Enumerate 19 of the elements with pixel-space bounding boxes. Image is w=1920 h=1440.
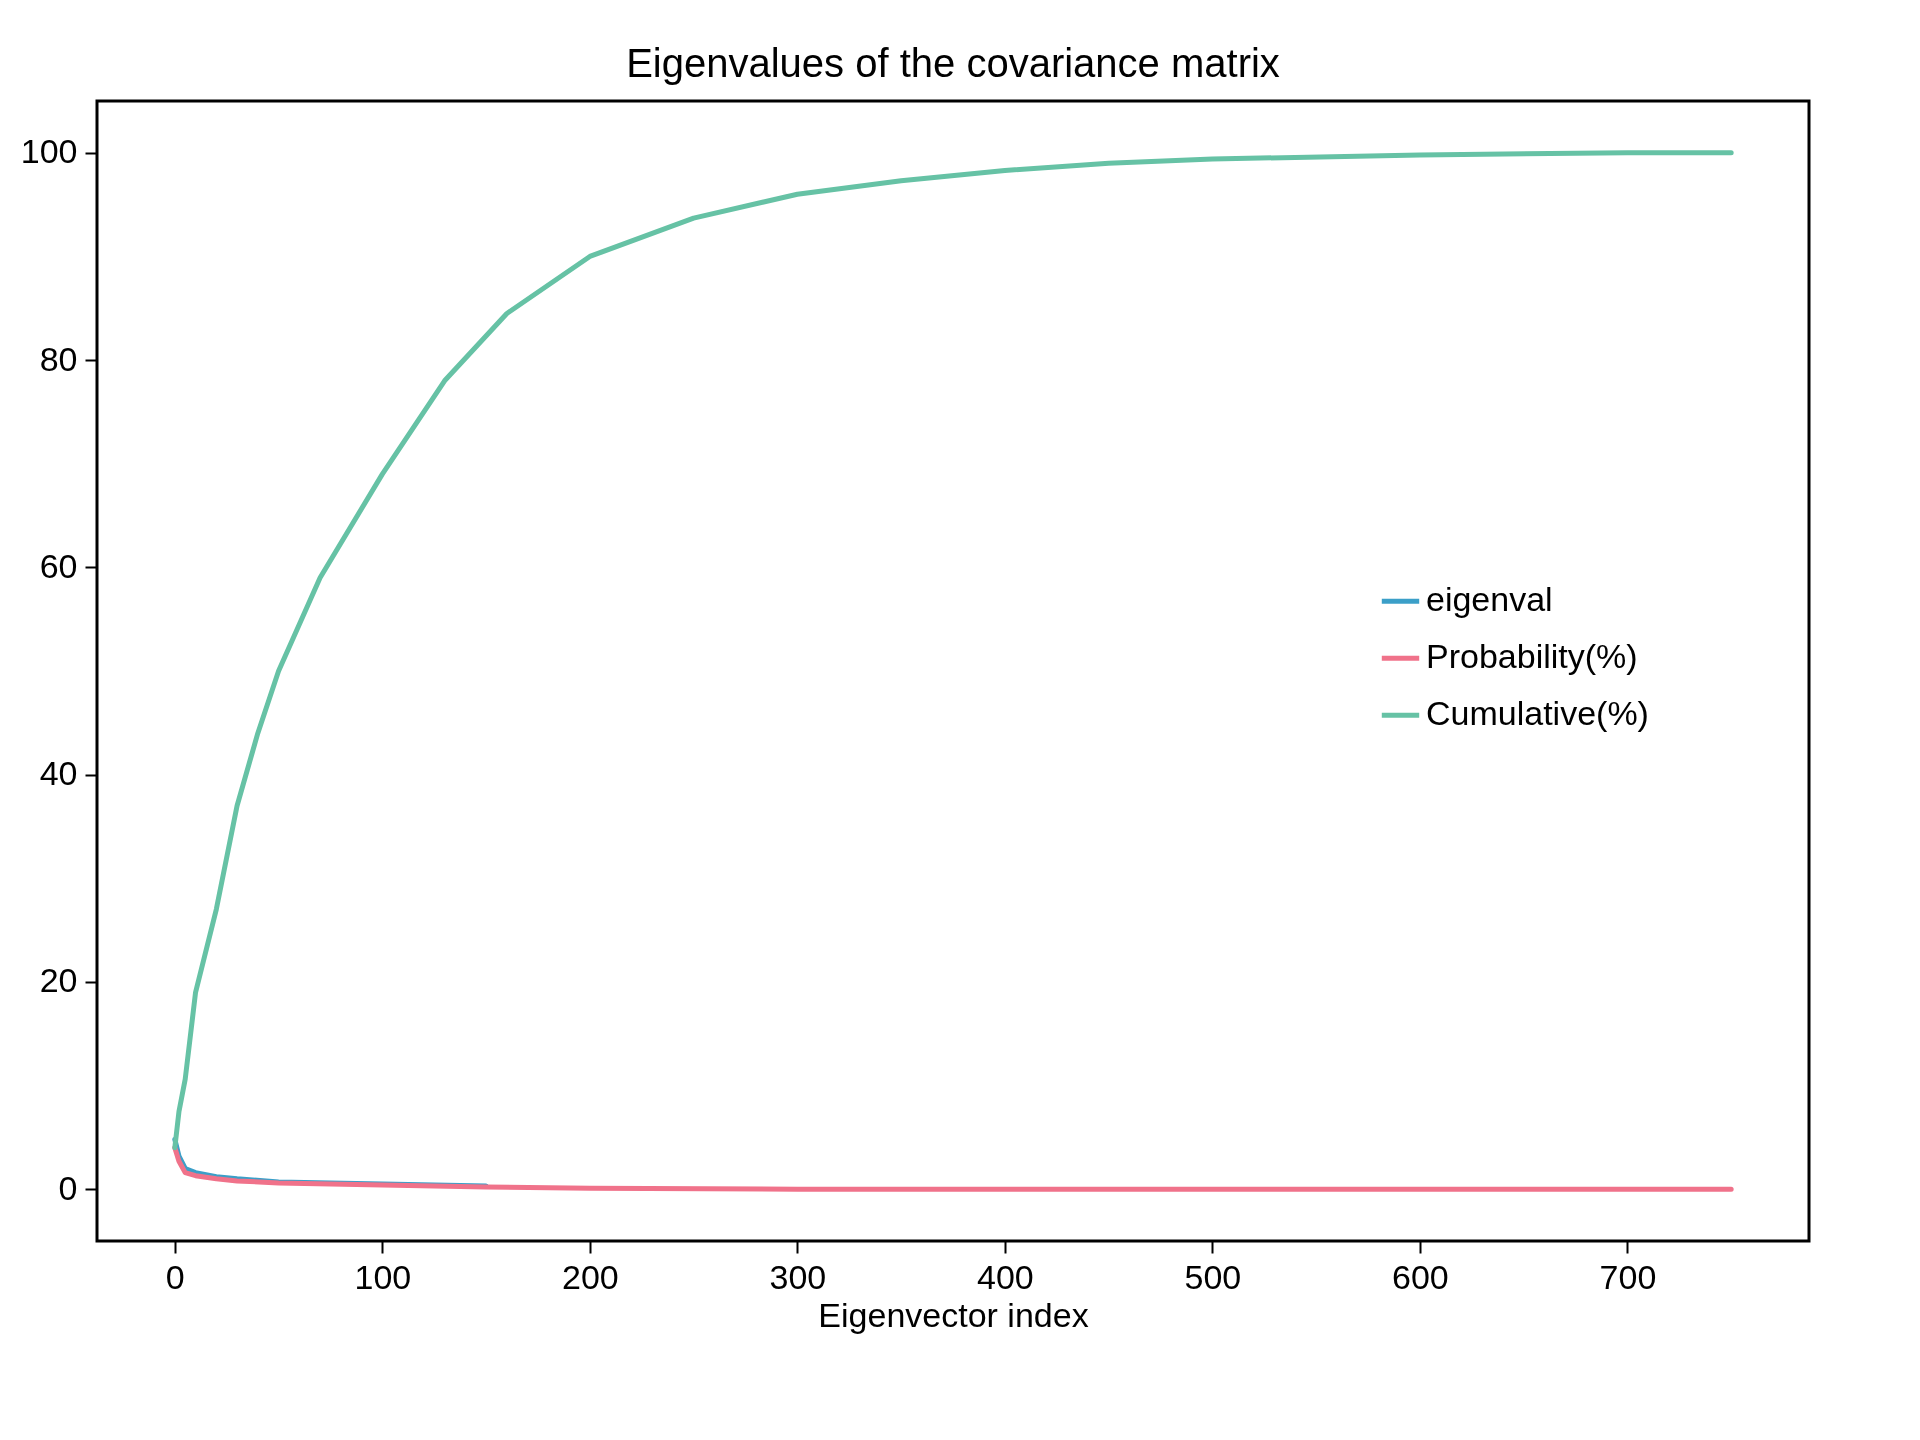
x-tick-label: 100: [354, 1257, 412, 1296]
y-tick-label: 100: [20, 132, 78, 171]
x-tick-label: 700: [1599, 1257, 1657, 1296]
x-tick-label: 500: [1184, 1257, 1242, 1296]
legend-label: Cumulative(%): [1426, 694, 1649, 733]
x-tick-label: 400: [977, 1257, 1034, 1296]
y-tick-label: 60: [39, 546, 78, 585]
legend-label: Probability(%): [1426, 637, 1638, 676]
x-tick-label: 300: [769, 1257, 827, 1296]
x-axis-title: Eigenvector index: [818, 1295, 1089, 1334]
x-tick-label: 600: [1392, 1257, 1449, 1296]
x-tick-label: 200: [561, 1257, 619, 1296]
y-tick-label: 40: [39, 754, 78, 793]
y-tick-label: 0: [58, 1168, 78, 1207]
legend-label: eigenval: [1426, 580, 1553, 619]
chart-title: Eigenvalues of the covariance matrix: [626, 41, 1280, 85]
x-tick-label: 0: [165, 1257, 185, 1296]
y-tick-label: 20: [39, 961, 78, 1000]
y-tick-label: 80: [39, 339, 78, 378]
